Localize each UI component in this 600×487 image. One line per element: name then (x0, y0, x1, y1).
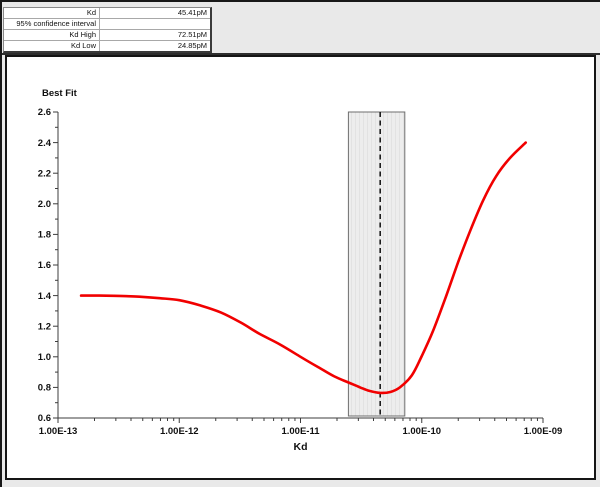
y-axis-tick-label: 1.2 (38, 321, 51, 332)
x-axis-tick-label: 1.00E-10 (402, 426, 441, 437)
x-axis-tick-label: 1.00E-13 (39, 426, 78, 437)
y-axis-tick-label: 2.2 (38, 168, 51, 179)
table-row-value (100, 19, 210, 29)
y-axis-tick-label: 1.4 (38, 291, 52, 302)
table-row-label: Kd (4, 8, 100, 18)
chart-title: Best Fit (42, 88, 77, 99)
best-fit-chart: 0.6 0.8 1.0 1.2 1.4 1.6 1.8 2.0 2.2 2.4 2.6 1.00E-1… (38, 107, 563, 453)
x-axis-title: Kd (294, 441, 308, 453)
table-row-value: 45.41pM (177, 8, 207, 17)
y-axis-tick-label: 2.4 (38, 138, 52, 149)
confidence-interval-band (347, 111, 406, 417)
table-row: 95% confidence interval (4, 18, 210, 29)
x-axis-tick-label: 1.00E-11 (281, 426, 320, 437)
table-row-value: 24.85pM (177, 41, 207, 50)
pane-separator (0, 53, 600, 55)
y-axis-tick-label: 1.0 (38, 352, 51, 363)
x-axis-tick-label: 1.00E-12 (160, 426, 199, 437)
table-row: Kd High 72.51pM (4, 29, 210, 40)
table-row-label: Kd Low (4, 41, 100, 51)
y-axis-tick-label: 2.6 (38, 107, 51, 118)
table-row-label: 95% confidence interval (4, 19, 100, 29)
y-axis-tick-label: 0.8 (38, 383, 51, 394)
y-axis-tick-label: 1.8 (38, 230, 51, 241)
results-table: Kd 45.41pM 95% confidence interval Kd Hi… (3, 7, 212, 53)
table-row: Kd Low 24.85pM (4, 40, 210, 51)
table-row-value: 72.51pM (177, 30, 207, 39)
y-axis-tick-label: 2.0 (38, 199, 51, 210)
chart-panel: Best Fit 0.6 0.8 1.0 1.2 1.4 1.6 1.8 2.0 2.2 2.4 2… (5, 55, 596, 480)
table-row: Kd 45.41pM (4, 8, 210, 18)
table-row-label: Kd High (4, 30, 100, 40)
y-axis-tick-label: 0.6 (38, 413, 51, 424)
x-axis-tick-label: 1.00E-09 (524, 426, 563, 437)
best-fit-curve (79, 141, 527, 395)
y-axis-tick-label: 1.6 (38, 260, 51, 271)
